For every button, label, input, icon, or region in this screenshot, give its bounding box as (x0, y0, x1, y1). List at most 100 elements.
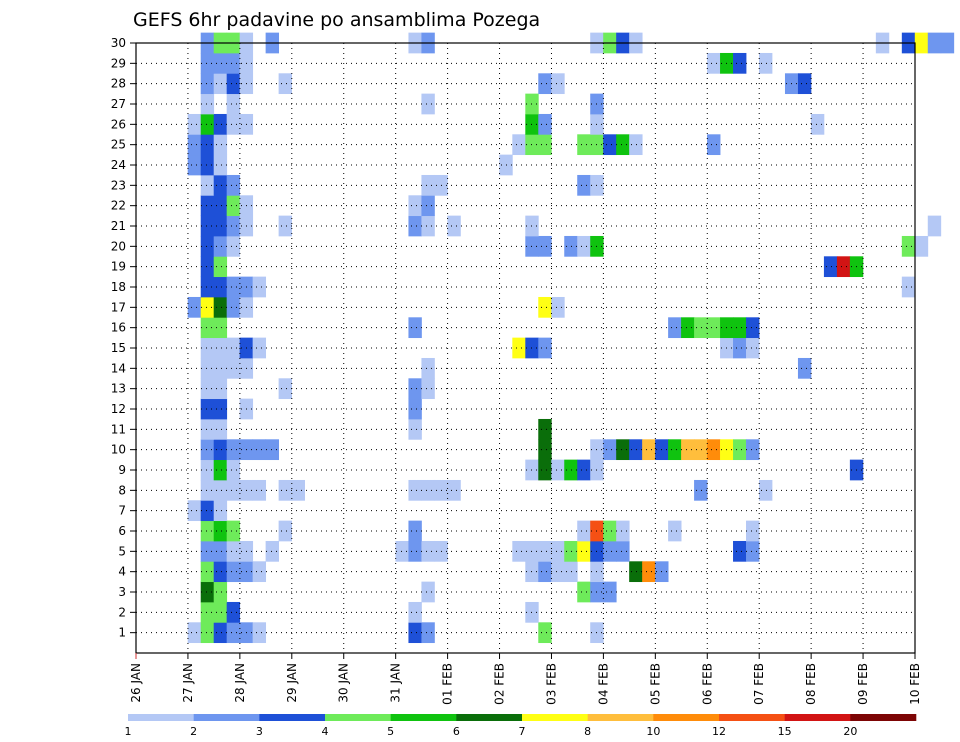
heatmap-cell (733, 439, 747, 461)
y-tick-label: 9 (118, 463, 126, 477)
heatmap-cell (213, 459, 228, 481)
heatmap-cell (200, 561, 215, 583)
heatmap-cell (733, 317, 747, 339)
y-tick-label: 10 (111, 443, 126, 457)
heatmap-cell (421, 215, 435, 237)
heatmap-cell (538, 73, 552, 95)
heatmap-cell (187, 296, 202, 318)
y-tick-label: 22 (111, 199, 126, 213)
colorbar-swatch (128, 714, 194, 721)
heatmap-cell (187, 500, 202, 522)
heatmap-cell (200, 398, 215, 420)
heatmap-cell (901, 276, 916, 298)
heatmap-cell (200, 134, 215, 156)
heatmap-cell (200, 418, 215, 440)
heatmap-cell (810, 113, 825, 135)
heatmap-cell (226, 215, 241, 237)
heatmap-cell (421, 357, 435, 379)
heatmap-cell (200, 500, 215, 522)
heatmap-cell (213, 317, 228, 339)
heatmap-cell (278, 378, 292, 400)
y-tick-label: 28 (111, 77, 126, 91)
heatmap-cell (797, 73, 812, 95)
heatmap-cell (759, 479, 773, 501)
heatmap-cell (538, 235, 552, 257)
x-tick-label: 09 FEB (856, 663, 870, 705)
colorbar-label: 4 (322, 725, 329, 738)
heatmap-cell (226, 601, 241, 623)
heatmap-cell (200, 296, 215, 318)
heatmap-cell (213, 215, 228, 237)
heatmap-cell (226, 439, 241, 461)
heatmap-cell (408, 378, 422, 400)
x-tick-label: 03 FEB (544, 663, 558, 705)
y-tick-label: 6 (118, 524, 126, 538)
heatmap-cell (823, 256, 838, 278)
heatmap-cell (200, 601, 215, 623)
heatmap-cell (447, 479, 461, 501)
heatmap-cell (187, 622, 202, 644)
heatmap-cell (187, 134, 202, 156)
y-tick-label: 12 (111, 402, 126, 416)
heatmap-cell (797, 357, 812, 379)
colorbar-label: 10 (646, 725, 660, 738)
heatmap-cell (577, 520, 591, 542)
heatmap-cell (707, 317, 721, 339)
x-tick-label: 04 FEB (596, 663, 610, 705)
y-tick-label: 8 (118, 483, 126, 497)
heatmap-cell (226, 296, 241, 318)
x-tick-label: 30 JAN (337, 663, 351, 703)
heatmap-cell (200, 256, 215, 278)
heatmap-cell (226, 235, 241, 257)
x-tick-label: 01 FEB (441, 663, 455, 705)
heatmap-cell (200, 357, 215, 379)
heatmap-cell (603, 439, 617, 461)
y-tick-label: 29 (111, 56, 126, 70)
colorbar-label: 6 (453, 725, 460, 738)
heatmap-cell (551, 73, 565, 95)
heatmap-cell (421, 174, 435, 196)
y-tick-label: 13 (111, 382, 126, 396)
heatmap-cell (213, 500, 228, 522)
heatmap-cell (213, 398, 228, 420)
colorbar-label: 2 (190, 725, 197, 738)
heatmap-cell (940, 32, 955, 54)
heatmap-cell (408, 540, 422, 562)
heatmap-cell (213, 439, 228, 461)
heatmap-cell (213, 134, 228, 156)
heatmap-cell (226, 113, 241, 135)
heatmap-cell (213, 540, 228, 562)
heatmap-cell (226, 520, 241, 542)
heatmap-cell (213, 256, 228, 278)
heatmap-cell (603, 581, 617, 603)
heatmap-cell (213, 378, 228, 400)
heatmap-cell (200, 337, 215, 359)
heatmap-cell (901, 235, 916, 257)
heatmap-cell (538, 113, 552, 135)
heatmap-cell (226, 337, 241, 359)
heatmap-cell (616, 520, 630, 542)
heatmap-cell (226, 561, 241, 583)
y-tick-label: 4 (118, 565, 126, 579)
heatmap-cell (213, 235, 228, 257)
heatmap-cell (200, 520, 215, 542)
heatmap-cell (213, 357, 228, 379)
heatmap-cell (408, 418, 422, 440)
heatmap-cell (200, 622, 215, 644)
heatmap-cell (213, 601, 228, 623)
heatmap-cell (668, 317, 682, 339)
colorbar-label: 12 (712, 725, 726, 738)
heatmap-cell (226, 276, 241, 298)
heatmap-cell (577, 235, 591, 257)
heatmap-cell (408, 622, 422, 644)
y-tick-label: 19 (111, 260, 126, 274)
heatmap-cell (213, 296, 228, 318)
heatmap-cell (733, 337, 747, 359)
heatmap-cell (200, 154, 215, 176)
heatmap-cell (629, 561, 643, 583)
heatmap-cell (200, 235, 215, 257)
heatmap-cell (914, 235, 929, 257)
colorbar-label: 5 (387, 725, 394, 738)
y-tick-label: 2 (118, 605, 126, 619)
colorbar-label: 7 (519, 725, 526, 738)
